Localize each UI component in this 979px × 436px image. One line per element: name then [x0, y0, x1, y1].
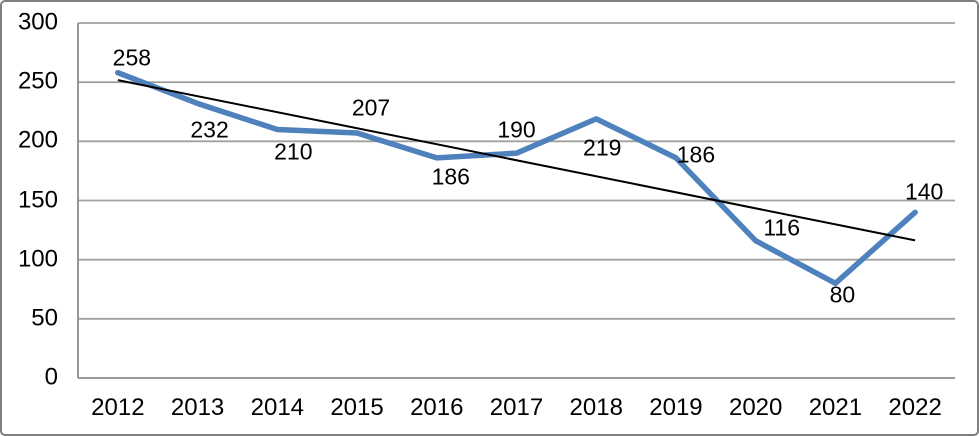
trendline: [117, 79, 916, 242]
x-axis-tick-label: 2017: [489, 394, 544, 421]
data-label: 116: [763, 214, 801, 241]
y-axis-tick-label: 150: [17, 186, 58, 214]
x-axis-tick-label: 2016: [410, 394, 464, 421]
x-axis-tick-label: 2013: [170, 394, 225, 421]
y-axis-tick-label: 250: [17, 67, 58, 95]
y-axis-tick-label: 100: [17, 245, 58, 273]
x-axis-tick-label: 2018: [569, 394, 623, 421]
data-label: 210: [274, 138, 313, 164]
y-axis-tick-label: 200: [17, 126, 58, 154]
data-label: 232: [190, 116, 229, 143]
x-axis-tick-label: 2022: [888, 394, 942, 421]
x-axis-tick-label: 2012: [91, 394, 145, 421]
y-axis-tick-label: 300: [17, 8, 58, 36]
data-label: 258: [112, 44, 152, 71]
data-label: 186: [431, 163, 470, 190]
data-label: 190: [497, 116, 536, 143]
data-label: 80: [829, 281, 856, 308]
data-label: 219: [583, 134, 622, 161]
x-axis-tick-label: 2020: [728, 394, 783, 421]
y-axis-tick-label: 50: [31, 304, 58, 332]
y-axis-tick-label: 0: [44, 363, 58, 391]
data-label: 140: [904, 178, 944, 205]
x-axis-tick-label: 2014: [250, 394, 305, 421]
data-label: 186: [676, 141, 716, 168]
x-axis-tick-label: 2019: [649, 394, 703, 421]
data-series-line: [115, 69, 918, 287]
x-axis-tick-label: 2015: [330, 394, 384, 421]
data-label: 207: [351, 94, 391, 121]
x-axis-tick-label: 2021: [808, 394, 863, 421]
